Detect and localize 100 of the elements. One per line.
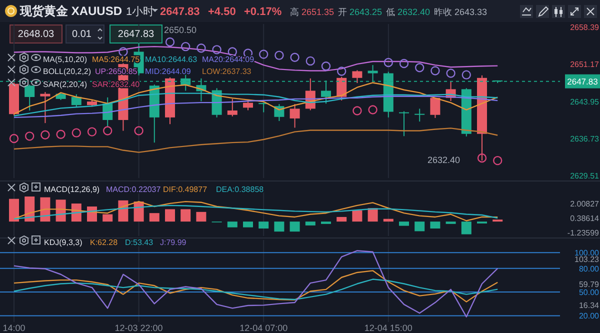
y-tick-label: 20.00	[578, 312, 600, 321]
point	[25, 132, 34, 141]
y-tick-label: 2636.73	[570, 134, 600, 144]
annotation: 2648.03	[18, 29, 55, 40]
point	[384, 58, 393, 68]
x-tick-label: 12-03 22:00	[114, 323, 163, 333]
point	[462, 70, 471, 80]
point	[165, 37, 175, 47]
ref-line-label: 2647.83	[567, 76, 598, 86]
point	[40, 130, 50, 140]
y-tick-label: 0.38614	[570, 214, 600, 224]
annotation: 2650.50	[164, 25, 197, 35]
point	[337, 66, 346, 76]
annotation: BOLL(20,2,2)	[43, 67, 92, 76]
candlestick	[40, 92, 50, 124]
candlestick	[24, 84, 35, 111]
y-tick-label: 100.00	[574, 248, 600, 258]
bar	[149, 213, 160, 222]
bar	[196, 212, 206, 222]
point	[477, 153, 487, 163]
y-tick-label: 50.00	[578, 288, 600, 298]
x-tick-label: 14:00	[2, 323, 26, 333]
candlestick	[71, 94, 82, 108]
point	[493, 156, 502, 166]
point	[306, 56, 315, 66]
text: 16.34	[578, 301, 600, 310]
text: K:62.28	[90, 238, 118, 247]
bar	[414, 222, 425, 232]
point	[103, 126, 112, 136]
point	[368, 105, 378, 114]
line-series	[13, 270, 498, 302]
point	[181, 42, 190, 52]
bar	[243, 222, 253, 228]
chart-title: KDJ(9,3,3)	[44, 238, 83, 247]
point	[228, 47, 237, 56]
bar	[102, 214, 113, 222]
text: +0.17%	[244, 6, 282, 18]
text: +4.50	[208, 6, 236, 18]
point	[290, 52, 300, 62]
point	[352, 106, 362, 116]
y-tick-label: 2658.39	[570, 23, 600, 32]
candlestick	[352, 70, 362, 84]
y-tick-label: 2629.51	[570, 171, 600, 180]
bar	[336, 216, 347, 222]
bar	[352, 210, 362, 222]
text: 59.79	[578, 280, 600, 289]
candlestick	[336, 76, 347, 101]
line-series	[13, 200, 498, 222]
text: 昨收 2643.33	[434, 7, 488, 17]
bar	[368, 208, 378, 222]
annotation: MA(5,10,20)	[43, 55, 88, 64]
bar	[290, 222, 300, 232]
point	[274, 50, 284, 60]
bar	[258, 222, 269, 229]
y-tick-label: 2643.95	[570, 97, 600, 106]
text: 103.23	[574, 255, 600, 264]
text: 低 2632.40	[386, 7, 430, 17]
point	[56, 130, 66, 139]
candlestick	[399, 110, 409, 137]
point	[118, 47, 128, 56]
candlestick	[414, 108, 425, 122]
point	[72, 128, 81, 138]
candlestick	[290, 104, 300, 128]
point	[446, 68, 456, 78]
series-label: DIF:0.49877	[163, 185, 208, 194]
bar	[383, 218, 394, 222]
point	[9, 134, 19, 144]
chart-title: 现货黄金 XAUUSD	[19, 4, 122, 18]
annotation: 2647.83	[118, 29, 155, 40]
bar	[9, 198, 19, 222]
point	[430, 66, 440, 76]
bar	[430, 222, 440, 229]
point	[399, 58, 409, 68]
line-series	[13, 278, 498, 300]
point	[259, 50, 268, 59]
candlestick	[227, 98, 238, 117]
bar	[461, 222, 472, 234]
y-tick-label: 2651.17	[570, 60, 600, 70]
series-label: DEA:0.38858	[216, 185, 264, 194]
annotation: SAR(2,20,4)	[43, 80, 88, 89]
point	[196, 44, 206, 53]
point	[87, 127, 97, 136]
y-tick-label: 2.00827	[570, 199, 600, 208]
bar	[180, 209, 191, 222]
bar	[305, 222, 316, 226]
bar	[227, 222, 238, 228]
annotation: 2632.40	[427, 155, 460, 165]
text: 1小时	[126, 5, 154, 18]
point	[212, 45, 222, 54]
series-label: MACD:0.22037	[106, 185, 162, 194]
line-series	[13, 250, 498, 318]
bar	[274, 222, 284, 232]
annotation: 0.01	[72, 29, 92, 40]
point	[321, 61, 331, 71]
text: LOW:2637.33	[202, 67, 252, 76]
text: D:53.43	[125, 238, 154, 247]
candlestick	[430, 97, 440, 118]
bar	[165, 209, 175, 222]
chart-title: MACD(12,26,9)	[44, 185, 100, 194]
bar	[399, 222, 409, 226]
